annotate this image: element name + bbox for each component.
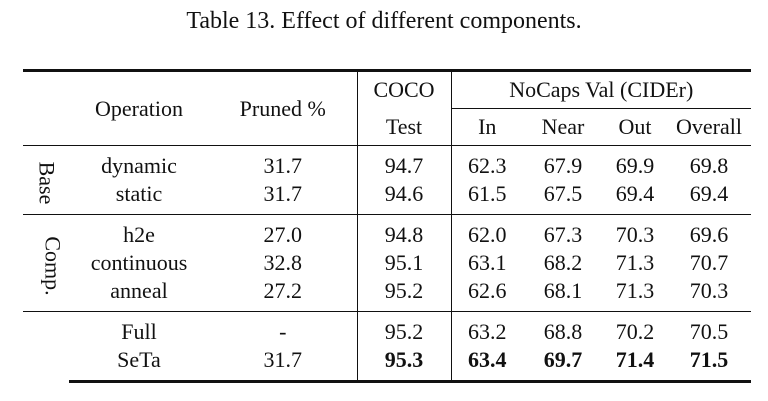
cell-near-best: 69.7 [543, 347, 583, 372]
cell-coco: 95.1 [357, 249, 452, 277]
cell-coco: 95.2 [357, 277, 452, 312]
cell-pruned: - [209, 311, 358, 346]
cell-operation: h2e [69, 214, 209, 249]
cell-in-best: 63.4 [468, 347, 507, 372]
cell-overall-best: 71.5 [689, 347, 729, 372]
cell-in: 63.1 [468, 250, 507, 275]
cell-out: 70.3 [603, 214, 667, 249]
table-row: anneal 27.2 95.2 62.6 68.1 71.3 70.3 [23, 277, 751, 312]
cell-coco: 94.6 [357, 180, 452, 215]
cell-in: 61.5 [468, 181, 507, 206]
cell-near: 67.3 [523, 214, 603, 249]
header-nocaps: NoCaps Val (CIDEr) [451, 69, 751, 109]
cell-coco: 94.7 [357, 145, 452, 180]
header-coco-test: Test [357, 108, 452, 146]
table-row: Base dynamic 31.7 94.7 62.3 67.9 69.9 69… [23, 145, 751, 215]
cell-in: 62.0 [451, 214, 523, 249]
cell-pruned: 32.8 [209, 249, 358, 277]
cell-pruned: 31.7 [209, 145, 358, 180]
cell-operation: SeTa [69, 346, 209, 383]
header-near: Near [541, 114, 585, 139]
cell-near: 67.9 [523, 145, 603, 180]
cell-near: 68.8 [523, 311, 603, 346]
header-coco: COCO [357, 69, 452, 109]
cell-out: 69.9 [603, 145, 667, 180]
cell-near: 68.2 [543, 250, 583, 275]
cell-pruned: 31.7 [209, 180, 358, 215]
cell-operation: static [115, 181, 163, 206]
header-group-blank [23, 69, 69, 146]
table-row: Comp. h2e 27.0 94.8 62.0 67.3 70.3 69.6 [23, 214, 751, 312]
cell-out: 70.2 [603, 311, 667, 346]
cell-overall: 70.5 [667, 311, 751, 346]
group-label-comp: Comp. [23, 214, 69, 312]
cell-coco: 94.8 [357, 214, 452, 249]
table-row: SeTa 31.7 95.3 63.4 69.7 71.4 71.5 [23, 346, 751, 383]
cell-out: 71.3 [615, 250, 655, 275]
cell-coco: 95.3 [357, 346, 452, 383]
cell-in: 63.2 [451, 311, 523, 346]
header-pruned: Pruned % [209, 69, 358, 146]
cell-operation: dynamic [69, 145, 209, 180]
cell-operation: Full [69, 311, 209, 346]
cell-in: 63.4 [451, 346, 523, 383]
cell-overall: 71.5 [667, 346, 751, 383]
table-row: static 31.7 94.6 61.5 67.5 69.4 69.4 [23, 180, 751, 215]
cell-pruned: 27.0 [209, 214, 358, 249]
cell-overall: 69.4 [689, 181, 729, 206]
cell-in: 62.3 [451, 145, 523, 180]
header-out: Out [618, 114, 652, 139]
table-row: Full - 95.2 63.2 68.8 70.2 70.5 [23, 311, 751, 382]
cell-overall: 70.3 [689, 278, 729, 303]
cell-pruned: 31.7 [209, 346, 358, 383]
cell-operation: anneal [110, 278, 168, 303]
cell-out: 71.3 [615, 278, 655, 303]
cell-near: 68.1 [543, 278, 583, 303]
header-operation: Operation [69, 69, 209, 146]
cell-overall: 69.6 [667, 214, 751, 249]
cell-pruned: 27.2 [209, 277, 358, 312]
cell-near: 67.5 [543, 181, 583, 206]
group-label-blank [23, 311, 69, 382]
cell-operation: continuous [90, 250, 188, 275]
header-overall: Overall [676, 114, 742, 139]
cell-coco: 95.2 [357, 311, 452, 346]
results-table: Operation Pruned % COCO NoCaps Val (CIDE… [23, 69, 751, 383]
cell-coco-best: 95.3 [384, 347, 424, 372]
cell-out: 69.4 [615, 181, 655, 206]
cell-overall: 69.8 [667, 145, 751, 180]
table-row: continuous 32.8 95.1 63.1 68.2 71.3 70.7 [23, 249, 751, 277]
cell-out: 71.4 [603, 346, 667, 383]
cell-in: 62.6 [468, 278, 507, 303]
cell-out-best: 71.4 [615, 347, 655, 372]
cell-overall: 70.7 [689, 250, 729, 275]
header-in: In [478, 114, 497, 139]
table-caption: Table 13. Effect of different components… [186, 8, 582, 34]
group-label-base: Base [23, 145, 69, 215]
cell-near: 69.7 [523, 346, 603, 383]
